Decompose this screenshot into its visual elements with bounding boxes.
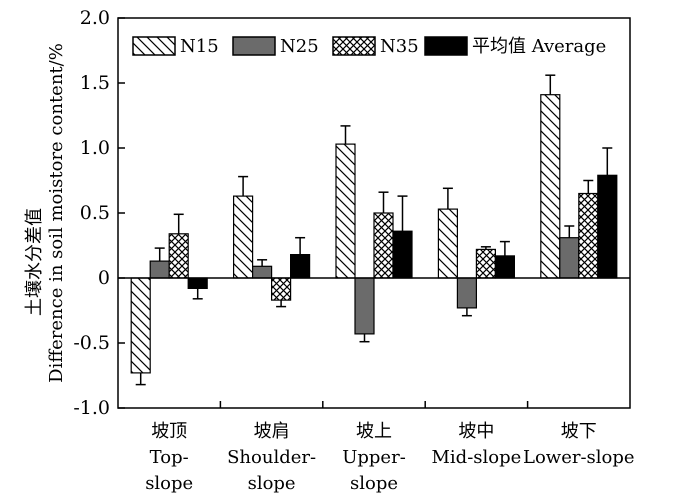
category-label-en2: slope <box>145 473 193 494</box>
legend-swatch-n25 <box>232 36 276 56</box>
category-label-en1: Mid-slope <box>431 447 521 468</box>
bar-average-2 <box>392 230 413 279</box>
bar-average-1 <box>290 254 311 279</box>
y-tick-label: 2.0 <box>80 7 110 29</box>
bar-n25-0 <box>149 260 170 279</box>
bar-n15-2 <box>335 143 356 279</box>
category-label-cn: 坡顶 <box>151 421 187 442</box>
bar-n35-2 <box>373 212 394 279</box>
legend-swatch-average <box>424 36 468 56</box>
bar-n15-0 <box>130 277 151 374</box>
category-labels: 坡顶 Top-slope 坡肩 Shoulder-slope 坡上 Upper-slope… <box>145 421 634 494</box>
legend-label-average: 平均值 Average <box>472 36 606 57</box>
bar-n35-3 <box>475 248 496 279</box>
category-label-cn: 坡肩 <box>254 421 290 442</box>
bar-n25-1 <box>252 265 273 279</box>
y-axis-label-en: Difference in soil moistore content/% <box>46 43 67 383</box>
category-label-en1: Lower-slope <box>523 447 635 468</box>
legend: N15 N25 N35 平均值 Average <box>132 36 606 57</box>
y-tick-label: -0.5 <box>73 332 110 354</box>
legend-swatch-n35 <box>332 36 376 56</box>
y-tick-label: 1.0 <box>80 137 110 159</box>
legend-label-n15: N15 <box>180 36 219 57</box>
legend-label-n25: N25 <box>280 36 319 57</box>
category-label-en1: Upper- <box>342 447 406 468</box>
bar-average-0 <box>187 277 208 289</box>
category-label-cn: 坡下 <box>561 421 597 442</box>
bar-n35-1 <box>271 277 292 301</box>
bar-average-3 <box>494 255 515 279</box>
y-tick-label: 1.5 <box>80 72 110 94</box>
bar-n15-1 <box>233 195 254 279</box>
category-label-en2: slope <box>350 473 398 494</box>
legend-label-n35: N35 <box>380 36 419 57</box>
bar-average-4 <box>597 174 618 279</box>
legend-swatch-n15 <box>132 36 176 56</box>
y-tick-label: 0 <box>98 267 110 289</box>
y-axis-label-cn: 土壤水分差值 <box>24 208 45 316</box>
category-label-cn: 坡中 <box>458 421 494 442</box>
bar-n25-4 <box>559 237 580 279</box>
category-label-en2: slope <box>248 473 296 494</box>
y-tick-label: -1.0 <box>73 397 110 419</box>
y-ticks: 2.0 1.5 1.0 0.5 0 -0.5 -1.0 <box>73 7 125 419</box>
y-axis-label: 土壤水分差值 Difference in soil moistore conte… <box>24 43 67 383</box>
bar-n15-4 <box>540 94 561 279</box>
bars-layer <box>130 74 618 386</box>
bar-n25-3 <box>456 277 477 309</box>
category-label-en1: Shoulder- <box>227 447 316 468</box>
bar-n25-2 <box>354 277 375 335</box>
y-tick-label: 0.5 <box>80 202 110 224</box>
bar-n35-4 <box>578 192 599 279</box>
plot-frame <box>117 17 631 409</box>
bar-n15-3 <box>437 208 458 279</box>
bar-n35-0 <box>168 233 189 279</box>
category-label-en1: Top- <box>150 447 189 468</box>
axes <box>117 17 631 409</box>
category-label-cn: 坡上 <box>356 421 392 442</box>
